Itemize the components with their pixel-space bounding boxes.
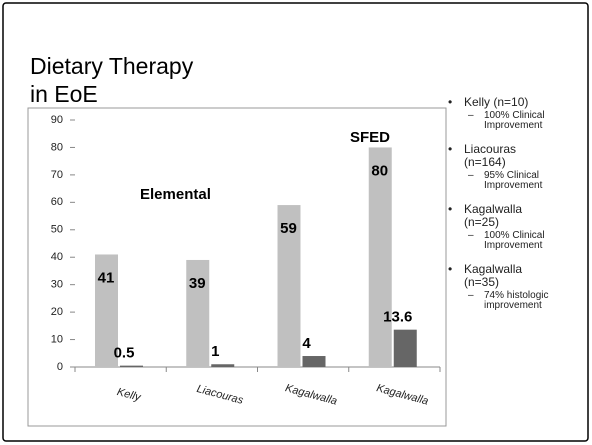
bullet: Kagalwalla (n=25)100% Clinical Improveme…: [448, 202, 545, 251]
data-label: 41: [98, 269, 115, 286]
bar: [211, 364, 235, 367]
bullet-text: Liacouras (n=164): [464, 142, 517, 169]
bar: [120, 365, 143, 367]
y-tick-label: 80: [51, 141, 63, 153]
title-line: in EoE: [30, 81, 98, 107]
bar: [302, 356, 326, 367]
y-tick-label: 20: [51, 306, 63, 318]
bar: [393, 329, 417, 367]
sub-bullet: 100% Clinical Improvement: [464, 111, 552, 131]
title-line: Dietary Therapy: [30, 53, 194, 79]
data-label: 0.5: [114, 345, 135, 362]
data-label: 4: [302, 335, 311, 352]
y-tick-label: 40: [51, 251, 63, 263]
slide-title: Dietary Therapy in EoE: [30, 53, 194, 107]
y-tick-label: 70: [51, 169, 63, 181]
annotation: Elemental: [140, 186, 211, 203]
y-tick-label: 50: [51, 224, 63, 236]
data-label: 39: [189, 275, 206, 292]
y-tick-label: 0: [57, 361, 63, 373]
bar: [186, 259, 210, 367]
sub-bullet: 100% Clinical Improvement: [464, 231, 552, 251]
bar: [368, 147, 392, 367]
data-label: 80: [371, 162, 388, 179]
annotation: SFED: [350, 129, 390, 146]
bullet-list: Kelly (n=10)100% Clinical ImprovementLia…: [448, 96, 588, 323]
bar: [277, 205, 301, 367]
bullet-text: Kelly (n=10): [464, 95, 529, 109]
bar: [95, 254, 118, 367]
y-tick-label: 60: [51, 196, 63, 208]
y-tick-label: 10: [51, 333, 63, 345]
y-tick-label: 90: [51, 114, 63, 126]
sub-bullet: 74% histologic improvement: [464, 291, 552, 311]
y-tick-label: 30: [51, 279, 63, 291]
bullet-text: Kagalwalla (n=25): [464, 202, 523, 229]
bullet: Kelly (n=10)100% Clinical Improvement: [448, 95, 545, 131]
data-label: 59: [280, 220, 297, 237]
bullet: Liacouras (n=164)95% Clinical Improvemen…: [448, 142, 542, 191]
bullet: Kagalwalla (n=35)74% histologic improvem…: [448, 262, 548, 311]
data-label: 13.6: [383, 309, 412, 326]
bullet-text: Kagalwalla (n=35): [464, 262, 523, 289]
data-label: 1: [211, 343, 219, 360]
sub-bullet: 95% Clinical Improvement: [464, 171, 552, 191]
